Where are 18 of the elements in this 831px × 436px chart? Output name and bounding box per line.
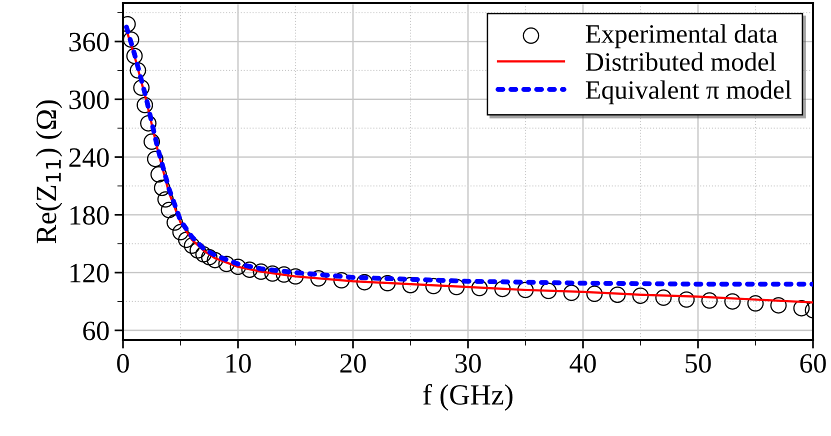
x-tick-label: 40 (570, 354, 596, 373)
legend-label: Experimental data (586, 24, 778, 48)
y-axis-title: Re(Z$_{11}$) (Ω) (36, 100, 62, 244)
legend-label: Equivalent π model (586, 80, 792, 104)
y-tick-label: 240 (69, 148, 109, 167)
y-tick-label: 180 (70, 206, 109, 225)
y-tick-label: 300 (69, 90, 109, 110)
x-axis-title: f (GHz) (423, 384, 512, 411)
x-tick-label: 0 (117, 354, 129, 373)
y-tick-label: 360 (69, 32, 109, 52)
y-tick-label: 120 (70, 264, 109, 283)
x-tick-label: 20 (340, 354, 366, 373)
x-tick-label: 30 (455, 354, 481, 373)
y-tick-label: 60 (83, 322, 109, 340)
x-tick-label: 60 (800, 354, 826, 373)
x-tick-label: 10 (226, 354, 251, 373)
x-tick-label: 50 (686, 354, 711, 373)
legend-label: Distributed model (586, 52, 776, 71)
